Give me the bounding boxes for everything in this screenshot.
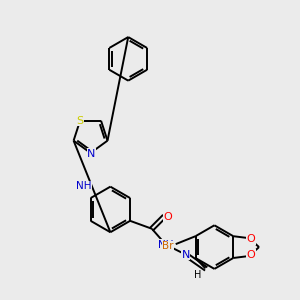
- Text: O: O: [247, 234, 256, 244]
- Text: N: N: [182, 250, 190, 260]
- Text: O: O: [247, 250, 256, 260]
- Text: NH: NH: [158, 240, 173, 250]
- Text: O: O: [164, 212, 172, 222]
- Text: H: H: [194, 270, 201, 280]
- Text: Br: Br: [162, 241, 173, 251]
- Text: NH: NH: [76, 182, 92, 191]
- Text: N: N: [87, 149, 96, 159]
- Text: S: S: [76, 116, 84, 126]
